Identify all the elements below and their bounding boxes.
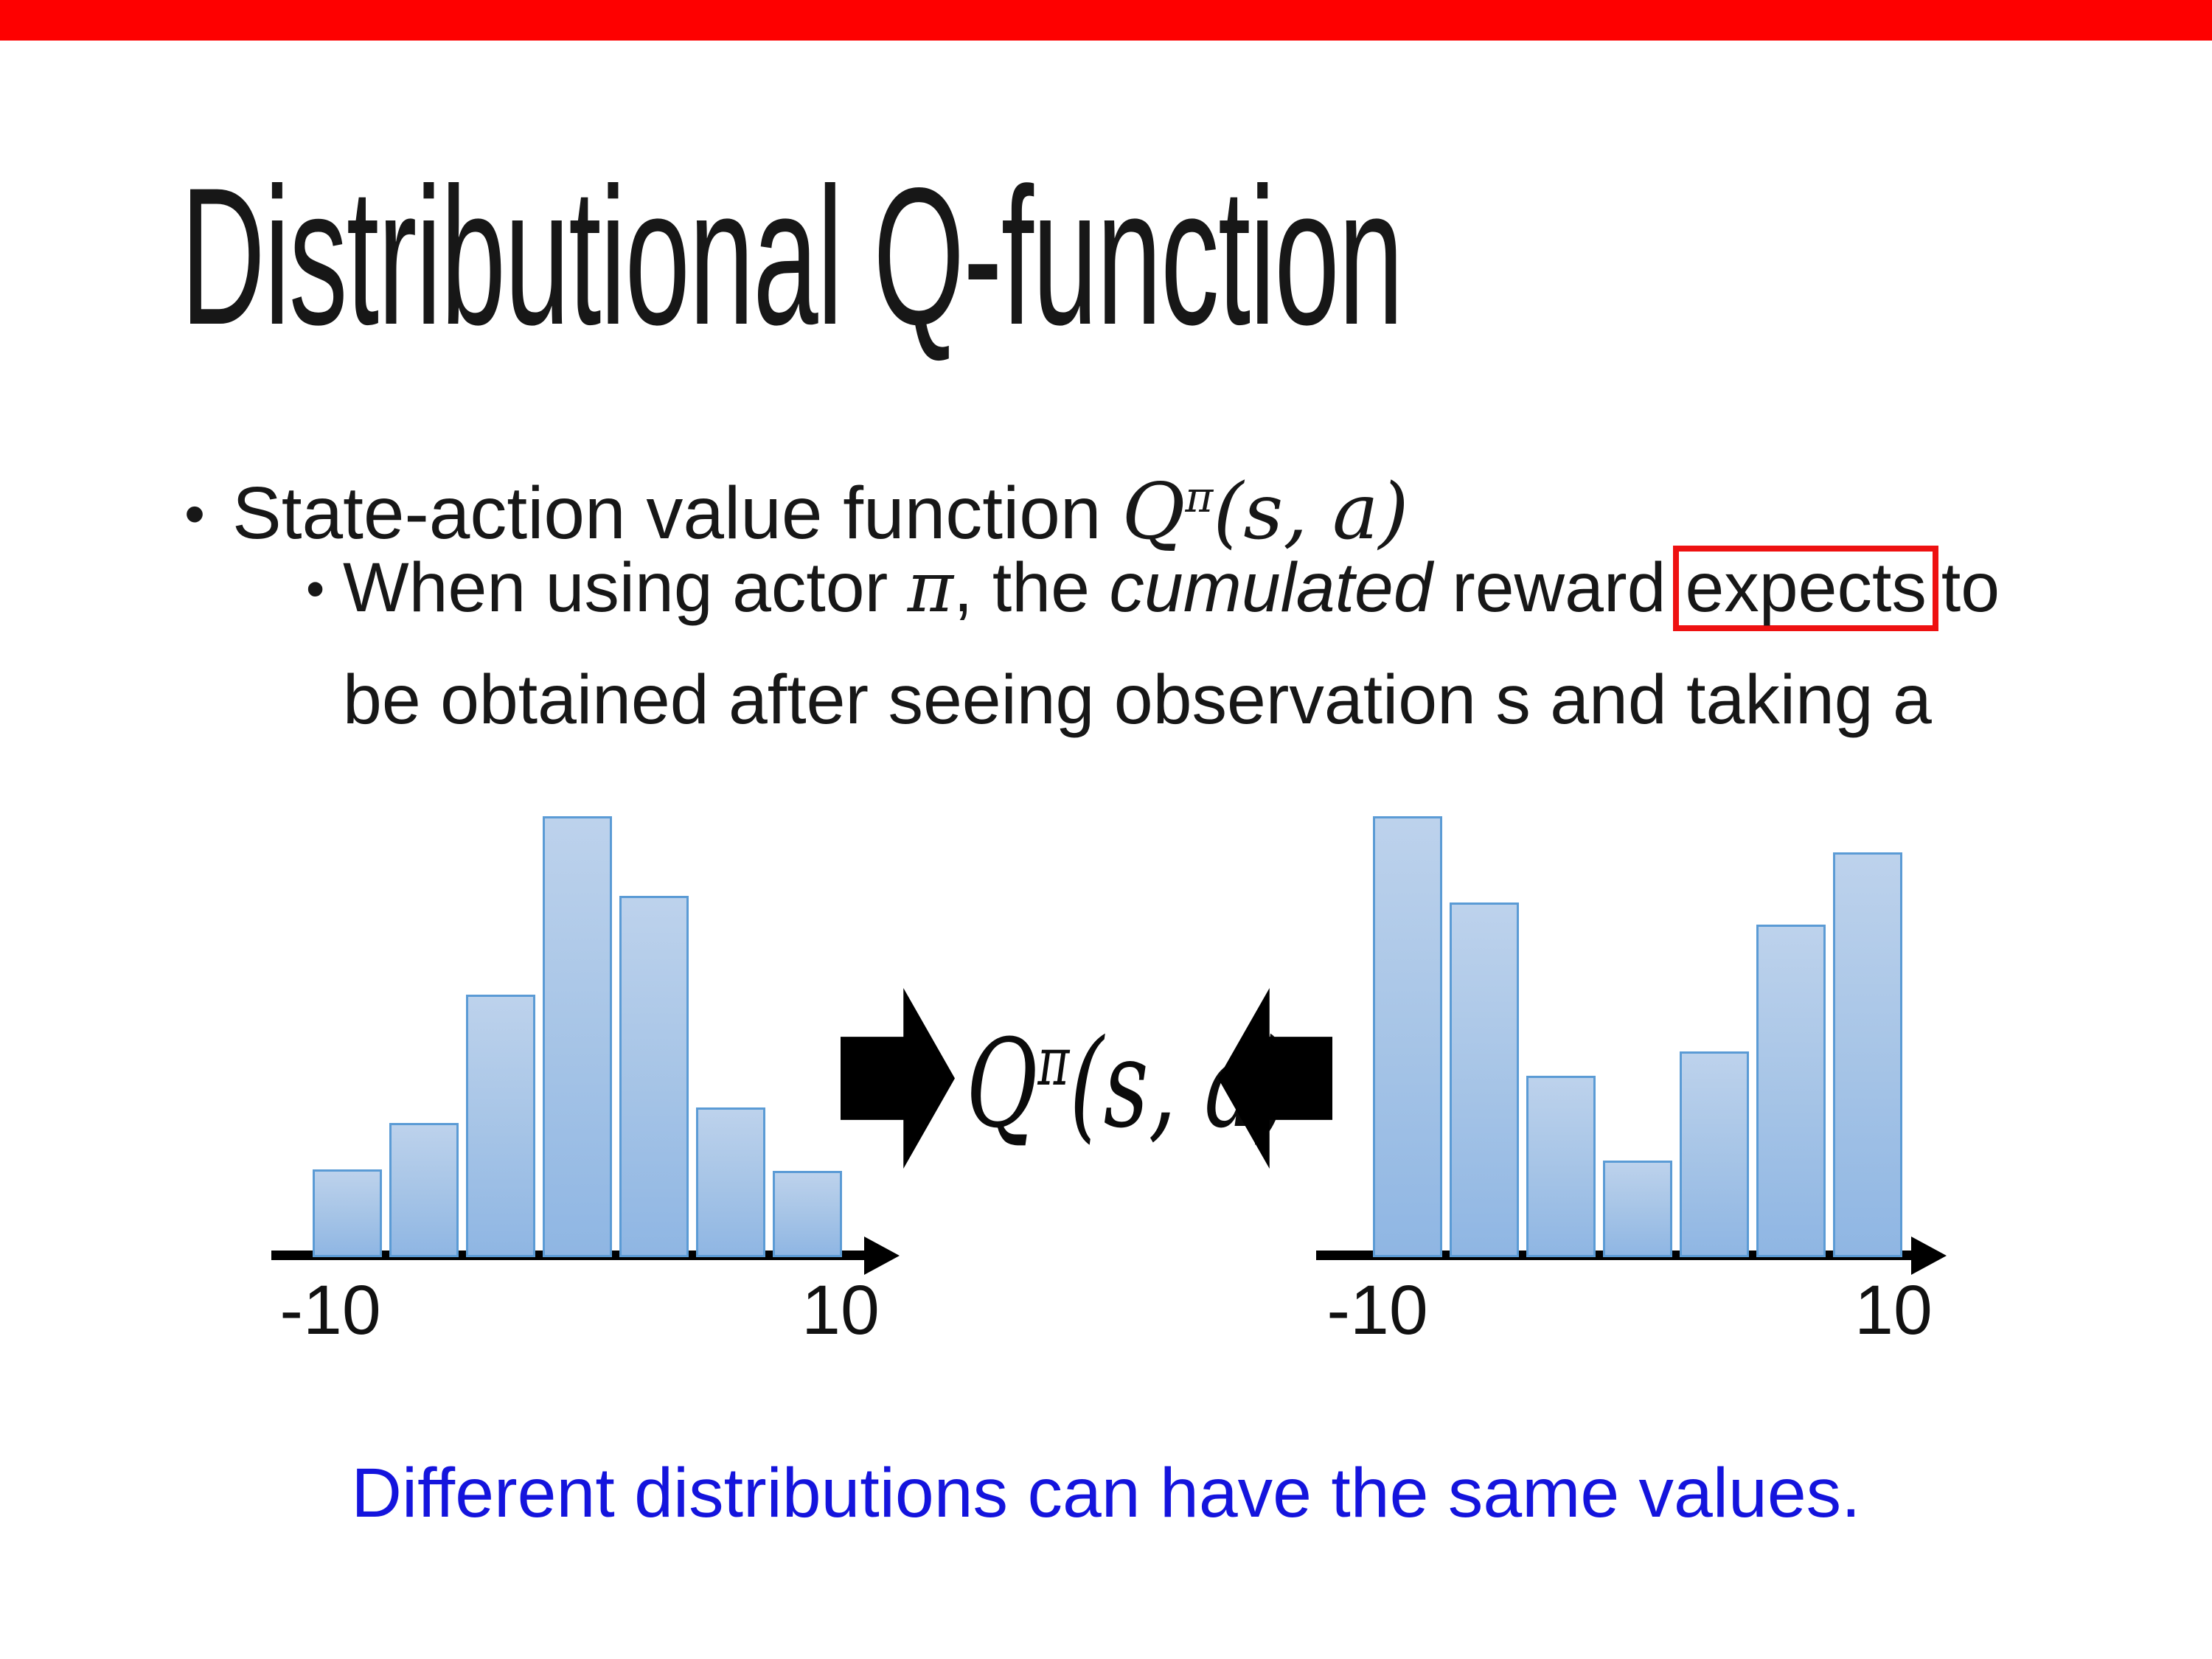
histogram-bar xyxy=(696,1107,765,1257)
histogram-bar xyxy=(313,1169,382,1257)
bullet-state-action-value-function: • State-action value function Qπ(s, a) xyxy=(184,451,1409,560)
bullet-marker: • xyxy=(184,481,206,546)
cumulated-italic: cumulated xyxy=(1109,549,1433,627)
histogram-bar xyxy=(1373,816,1442,1257)
histogram-bar xyxy=(1603,1161,1672,1257)
x-axis-arrowhead-icon-right xyxy=(1911,1237,1947,1275)
x-axis-arrowhead-icon-left xyxy=(864,1237,900,1275)
histogram-bar xyxy=(773,1171,842,1257)
expects-red-box: expects xyxy=(1673,546,1938,631)
sub-bullet-marker: • xyxy=(306,560,325,619)
bullet1-text: State-action value function xyxy=(232,472,1122,554)
slide-title: Distributional Q-function xyxy=(181,147,1404,366)
axis-label-right-min: -10 xyxy=(1326,1271,1428,1349)
axis-label-left-min: -10 xyxy=(279,1271,381,1349)
sub-bullet-line2: be obtained after seeing observation s a… xyxy=(343,661,1932,739)
histogram-bar xyxy=(543,816,612,1257)
histogram-bar xyxy=(389,1123,459,1257)
histogram-bar xyxy=(1756,925,1826,1257)
histogram-bar xyxy=(1680,1051,1749,1257)
histogram-bar xyxy=(466,995,535,1257)
sub-bullet-when-using-actor: • When using actor π, the cumulated rewar… xyxy=(306,532,2090,755)
block-arrow-right-icon xyxy=(841,988,955,1169)
histogram-bar xyxy=(1450,902,1519,1257)
histogram-bar xyxy=(1833,852,1902,1257)
top-red-banner xyxy=(0,0,2212,41)
sub-bullet-line1: When using actor π, the cumulated reward… xyxy=(343,546,2000,631)
actor-pi-symbol: π xyxy=(907,547,954,628)
inline-math-q-formula: Qπ(s, a) xyxy=(1121,467,1409,557)
axis-label-right-max: 10 xyxy=(1854,1271,1933,1349)
histogram-bar xyxy=(1526,1076,1596,1257)
note-different-distributions: Different distributions can have the sam… xyxy=(351,1454,1861,1532)
histogram-bar xyxy=(619,896,689,1257)
axis-label-left-max: 10 xyxy=(801,1271,880,1349)
